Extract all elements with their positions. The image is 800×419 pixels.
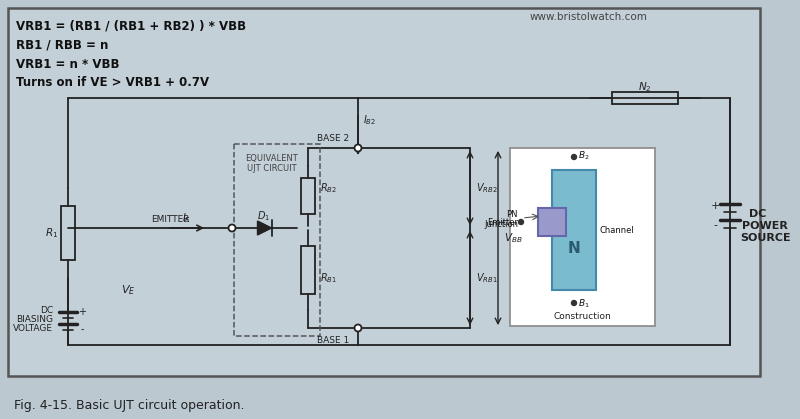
Text: BASE 1: BASE 1 (317, 336, 349, 344)
Text: $I_{B2}$: $I_{B2}$ (363, 113, 376, 127)
Text: SOURCE: SOURCE (741, 233, 791, 243)
Circle shape (354, 324, 362, 331)
Text: -: - (80, 324, 84, 334)
Text: $V_{BB}$: $V_{BB}$ (504, 231, 522, 245)
Text: $R_1$: $R_1$ (46, 226, 58, 240)
Text: $B_2$: $B_2$ (578, 150, 590, 162)
Text: Channel: Channel (600, 225, 634, 235)
Text: EQUIVALENT: EQUIVALENT (246, 153, 298, 163)
Text: VRB1 = n * VBB: VRB1 = n * VBB (16, 57, 119, 70)
Bar (510, 148, 655, 326)
Text: BIASING: BIASING (16, 315, 53, 323)
Bar (301, 178, 315, 214)
Text: $B_1$: $B_1$ (578, 298, 590, 310)
Text: $V_{RB1}$: $V_{RB1}$ (476, 271, 498, 285)
Circle shape (354, 145, 362, 152)
Text: VRB1 = (RB1 / (RB1 + RB2) ) * VBB: VRB1 = (RB1 / (RB1 + RB2) ) * VBB (16, 20, 246, 33)
Text: UJT CIRCUIT: UJT CIRCUIT (247, 163, 297, 173)
Text: $R_{B1}$: $R_{B1}$ (320, 271, 337, 285)
Bar (234, 144, 320, 336)
Text: +: + (710, 201, 720, 210)
Circle shape (571, 155, 577, 160)
Bar (538, 208, 566, 236)
Text: $N_2$: $N_2$ (638, 80, 652, 94)
Text: EMITTER: EMITTER (150, 215, 190, 223)
Text: $V_E$: $V_E$ (121, 283, 135, 297)
Text: $R_{B2}$: $R_{B2}$ (320, 181, 337, 195)
Text: +: + (78, 307, 86, 317)
Text: BASE 2: BASE 2 (317, 134, 349, 142)
Text: $D_1$: $D_1$ (258, 209, 270, 223)
Text: -: - (713, 220, 717, 230)
Circle shape (571, 300, 577, 305)
Text: PN: PN (506, 210, 518, 218)
Text: P: P (548, 217, 556, 227)
Text: Emitter: Emitter (487, 217, 518, 227)
Text: Fig. 4-15. Basic UJT circuit operation.: Fig. 4-15. Basic UJT circuit operation. (14, 398, 245, 411)
Polygon shape (258, 221, 271, 235)
Text: $I_E$: $I_E$ (182, 211, 191, 225)
Bar (552, 170, 596, 290)
Bar (8, 8, 760, 376)
Circle shape (229, 225, 235, 232)
Text: RB1 / RBB = n: RB1 / RBB = n (16, 39, 108, 52)
Circle shape (518, 220, 523, 225)
Text: Junction: Junction (484, 220, 518, 228)
Text: N: N (568, 241, 580, 256)
Bar (612, 92, 678, 104)
Text: DC: DC (750, 209, 766, 218)
Bar (301, 246, 315, 294)
Text: POWER: POWER (742, 220, 788, 230)
Bar (61, 206, 75, 260)
Text: Construction: Construction (554, 311, 611, 321)
Text: Turns on if VE > VRB1 + 0.7V: Turns on if VE > VRB1 + 0.7V (16, 77, 209, 90)
Text: www.bristolwatch.com: www.bristolwatch.com (530, 12, 648, 22)
Text: DC: DC (40, 305, 53, 315)
Text: $V_{RB2}$: $V_{RB2}$ (476, 181, 498, 195)
Text: VOLTAGE: VOLTAGE (13, 323, 53, 333)
